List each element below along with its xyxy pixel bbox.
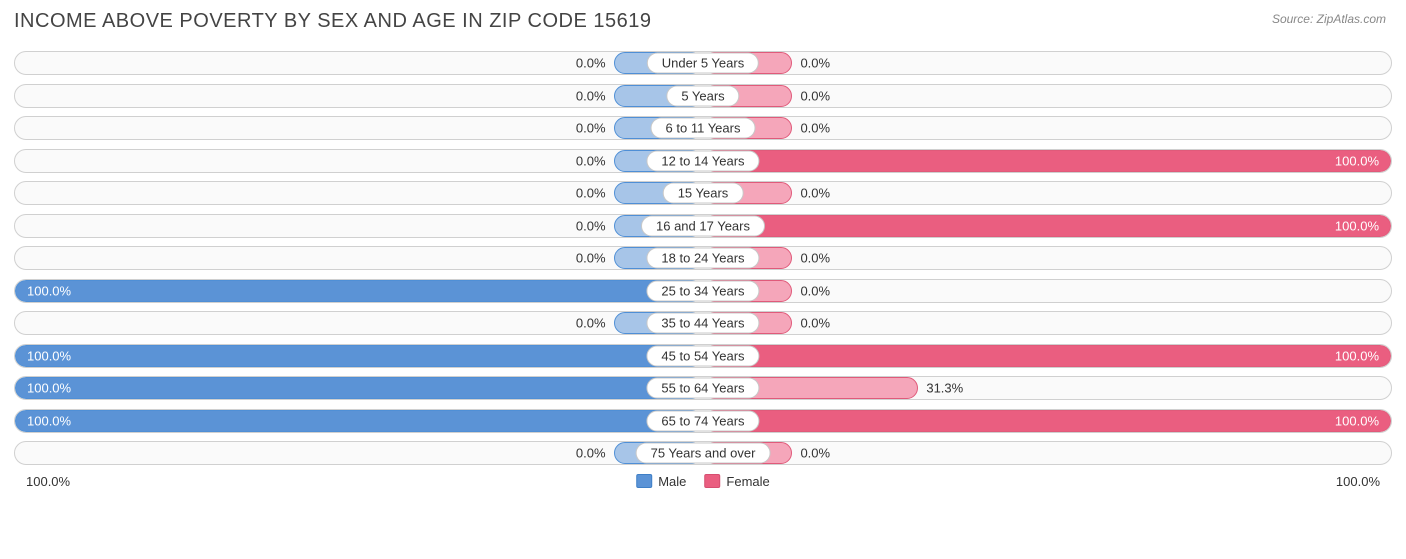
female-value-label: 0.0% (800, 251, 830, 266)
chart-row: 6 to 11 Years 0.0% 0.0% (14, 116, 1392, 140)
age-group-label: Under 5 Years (647, 53, 759, 74)
male-value-label: 0.0% (576, 218, 606, 233)
chart-area: Under 5 Years0.0%0.0%5 Years0.0%0.0%6 to… (14, 51, 1392, 465)
male-value-label: 0.0% (576, 251, 606, 266)
female-value-label: 0.0% (800, 56, 830, 71)
age-group-label: 5 Years (666, 85, 739, 106)
female-value-label: 0.0% (800, 186, 830, 201)
chart-row: Under 5 Years 0.0% 0.0% (14, 51, 1392, 75)
male-value-label: 100.0% (27, 413, 71, 428)
male-value-label: 0.0% (576, 56, 606, 71)
age-group-label: 16 and 17 Years (641, 215, 765, 236)
female-swatch-icon (704, 474, 720, 488)
female-value-label: 100.0% (1335, 153, 1379, 168)
male-value-label: 0.0% (576, 186, 606, 201)
female-value-label: 0.0% (800, 283, 830, 298)
axis-right-label: 100.0% (1336, 474, 1380, 489)
age-group-label: 45 to 54 Years (646, 345, 759, 366)
female-value-label: 0.0% (800, 446, 830, 461)
male-value-label: 100.0% (27, 381, 71, 396)
chart-row: 5 Years 0.0% 0.0% (14, 84, 1392, 108)
chart-container: INCOME ABOVE POVERTY BY SEX AND AGE IN Z… (0, 0, 1406, 559)
male-value-label: 100.0% (27, 348, 71, 363)
male-value-label: 0.0% (576, 316, 606, 331)
legend-male: Male (636, 474, 686, 489)
age-group-label: 65 to 74 Years (646, 410, 759, 431)
chart-row: 25 to 34 Years 100.0% 0.0% (14, 279, 1392, 303)
male-bar (15, 280, 703, 302)
legend: Male Female (636, 474, 770, 489)
female-value-label: 100.0% (1335, 218, 1379, 233)
age-group-label: 55 to 64 Years (646, 378, 759, 399)
male-swatch-icon (636, 474, 652, 488)
female-value-label: 100.0% (1335, 348, 1379, 363)
male-value-label: 0.0% (576, 446, 606, 461)
male-value-label: 0.0% (576, 88, 606, 103)
legend-male-label: Male (658, 474, 686, 489)
chart-row: 65 to 74 Years 100.0% 100.0% (14, 409, 1392, 433)
chart-row: 15 Years 0.0% 0.0% (14, 181, 1392, 205)
age-group-label: 12 to 14 Years (646, 150, 759, 171)
male-value-label: 100.0% (27, 283, 71, 298)
age-group-label: 75 Years and over (636, 443, 771, 464)
age-group-label: 35 to 44 Years (646, 313, 759, 334)
axis-left-label: 100.0% (26, 474, 70, 489)
axis-row: 100.0% Male Female 100.0% (14, 474, 1392, 496)
female-value-label: 0.0% (800, 121, 830, 136)
female-value-label: 0.0% (800, 88, 830, 103)
male-bar (15, 345, 703, 367)
age-group-label: 25 to 34 Years (646, 280, 759, 301)
age-group-label: 18 to 24 Years (646, 248, 759, 269)
female-value-label: 100.0% (1335, 413, 1379, 428)
chart-row: 55 to 64 Years 100.0% 31.3% (14, 376, 1392, 400)
chart-row: 12 to 14 Years 0.0% 100.0% (14, 149, 1392, 173)
female-bar (703, 345, 1391, 367)
female-value-label: 31.3% (926, 381, 963, 396)
female-bar (703, 150, 1391, 172)
male-value-label: 0.0% (576, 121, 606, 136)
male-bar (15, 377, 703, 399)
legend-female: Female (704, 474, 769, 489)
chart-row: 45 to 54 Years 100.0% 100.0% (14, 344, 1392, 368)
chart-row: 75 Years and over 0.0% 0.0% (14, 441, 1392, 465)
male-value-label: 0.0% (576, 153, 606, 168)
source-attribution: Source: ZipAtlas.com (1272, 12, 1386, 26)
chart-row: 16 and 17 Years 0.0% 100.0% (14, 214, 1392, 238)
age-group-label: 15 Years (663, 183, 744, 204)
legend-female-label: Female (726, 474, 769, 489)
female-bar (703, 215, 1391, 237)
chart-title: INCOME ABOVE POVERTY BY SEX AND AGE IN Z… (14, 10, 1392, 33)
female-value-label: 0.0% (800, 316, 830, 331)
age-group-label: 6 to 11 Years (651, 118, 756, 139)
chart-row: 18 to 24 Years 0.0% 0.0% (14, 246, 1392, 270)
male-bar (15, 410, 703, 432)
chart-row: 35 to 44 Years 0.0% 0.0% (14, 311, 1392, 335)
female-bar (703, 410, 1391, 432)
